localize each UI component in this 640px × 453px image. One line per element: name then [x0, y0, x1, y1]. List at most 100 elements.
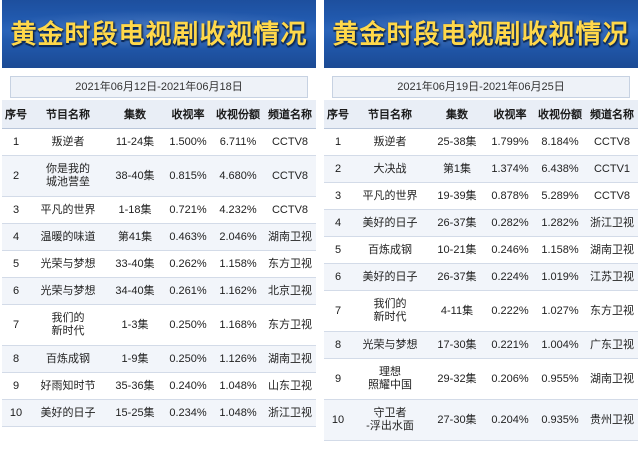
cell-name: 你是我的 城池营垒 — [30, 155, 106, 197]
right-date-range: 2021年06月19日-2021年06月25日 — [332, 76, 630, 98]
cell-share: 4.680% — [212, 155, 264, 197]
cell-rating: 0.204% — [486, 399, 534, 441]
cell-name: 叛逆者 — [352, 128, 428, 156]
left-title: 黄金时段电视剧收视情况 — [10, 20, 308, 50]
cell-name: 叛逆者 — [30, 128, 106, 156]
table-row: 10 守卫者 -浮出水面 27-30集 0.204% 0.935% 贵州卫视 — [324, 399, 638, 441]
cell-share: 0.935% — [534, 399, 586, 441]
cell-rank: 10 — [2, 399, 30, 427]
cell-channel: CCTV8 — [264, 128, 316, 156]
col-header-share: 收视份额 — [534, 100, 586, 129]
cell-rank: 9 — [2, 372, 30, 400]
col-header-share: 收视份额 — [212, 100, 264, 129]
right-panel: 黄金时段电视剧收视情况 2021年06月19日-2021年06月25日 序号 节… — [324, 0, 638, 453]
col-header-episodes: 集数 — [106, 100, 164, 129]
col-header-name: 节目名称 — [30, 100, 106, 129]
cell-rating: 1.374% — [486, 155, 534, 183]
cell-episodes: 26-37集 — [428, 209, 486, 237]
cell-channel: CCTV8 — [586, 182, 638, 210]
cell-channel: 东方卫视 — [264, 304, 316, 346]
col-header-channel: 频道名称 — [586, 100, 638, 129]
cell-share: 1.027% — [534, 290, 586, 332]
cell-episodes: 33-40集 — [106, 250, 164, 278]
cell-rank: 8 — [2, 345, 30, 373]
cell-episodes: 34-40集 — [106, 277, 164, 305]
cell-rating: 0.234% — [164, 399, 212, 427]
cell-name: 光荣与梦想 — [30, 250, 106, 278]
table-row: 5 光荣与梦想 33-40集 0.262% 1.158% 东方卫视 — [2, 250, 316, 278]
cell-rating: 0.224% — [486, 263, 534, 291]
cell-name: 我们的 新时代 — [352, 290, 428, 332]
cell-episodes: 15-25集 — [106, 399, 164, 427]
cell-name: 好雨知时节 — [30, 372, 106, 400]
col-header-channel: 频道名称 — [264, 100, 316, 129]
cell-name: 光荣与梦想 — [352, 331, 428, 359]
table-row: 3 平凡的世界 1-18集 0.721% 4.232% CCTV8 — [2, 196, 316, 224]
cell-channel: 江苏卫视 — [586, 263, 638, 291]
cell-rating: 0.815% — [164, 155, 212, 197]
cell-rating: 0.221% — [486, 331, 534, 359]
cell-channel: 东方卫视 — [264, 250, 316, 278]
cell-rating: 0.878% — [486, 182, 534, 210]
cell-episodes: 26-37集 — [428, 263, 486, 291]
cell-rating: 0.206% — [486, 358, 534, 400]
table-row: 8 百炼成钢 1-9集 0.250% 1.126% 湖南卫视 — [2, 345, 316, 373]
cell-rank: 2 — [324, 155, 352, 183]
cell-channel: 浙江卫视 — [586, 209, 638, 237]
cell-channel: CCTV8 — [264, 155, 316, 197]
cell-episodes: 1-18集 — [106, 196, 164, 224]
cell-rank: 8 — [324, 331, 352, 359]
cell-channel: 湖南卫视 — [264, 223, 316, 251]
cell-channel: 贵州卫视 — [586, 399, 638, 441]
cell-share: 1.048% — [212, 372, 264, 400]
cell-rank: 4 — [324, 209, 352, 237]
cell-share: 1.158% — [212, 250, 264, 278]
col-header-rank: 序号 — [2, 100, 30, 129]
table-row: 7 我们的 新时代 1-3集 0.250% 1.168% 东方卫视 — [2, 304, 316, 346]
cell-share: 1.048% — [212, 399, 264, 427]
cell-rank: 7 — [2, 304, 30, 346]
cell-share: 1.004% — [534, 331, 586, 359]
cell-rank: 10 — [324, 399, 352, 441]
cell-episodes: 1-9集 — [106, 345, 164, 373]
cell-channel: 北京卫视 — [264, 277, 316, 305]
cell-share: 8.184% — [534, 128, 586, 156]
cell-channel: 湖南卫视 — [586, 358, 638, 400]
cell-name: 平凡的世界 — [352, 182, 428, 210]
cell-share: 4.232% — [212, 196, 264, 224]
cell-name: 温暖的味道 — [30, 223, 106, 251]
col-header-rank: 序号 — [324, 100, 352, 129]
table-row: 8 光荣与梦想 17-30集 0.221% 1.004% 广东卫视 — [324, 331, 638, 359]
cell-rank: 7 — [324, 290, 352, 332]
cell-channel: 湖南卫视 — [264, 345, 316, 373]
cell-rating: 0.463% — [164, 223, 212, 251]
cell-name: 光荣与梦想 — [30, 277, 106, 305]
cell-channel: CCTV8 — [264, 196, 316, 224]
cell-episodes: 27-30集 — [428, 399, 486, 441]
cell-episodes: 第1集 — [428, 155, 486, 183]
cell-rating: 0.250% — [164, 345, 212, 373]
cell-rating: 0.222% — [486, 290, 534, 332]
cell-channel: 浙江卫视 — [264, 399, 316, 427]
cell-channel: 湖南卫视 — [586, 236, 638, 264]
cell-episodes: 25-38集 — [428, 128, 486, 156]
cell-rating: 0.261% — [164, 277, 212, 305]
cell-name: 平凡的世界 — [30, 196, 106, 224]
cell-rank: 4 — [2, 223, 30, 251]
cell-share: 0.955% — [534, 358, 586, 400]
cell-episodes: 11-24集 — [106, 128, 164, 156]
cell-name: 大决战 — [352, 155, 428, 183]
cell-channel: CCTV1 — [586, 155, 638, 183]
table-row: 2 大决战 第1集 1.374% 6.438% CCTV1 — [324, 155, 638, 183]
cell-rank: 2 — [2, 155, 30, 197]
cell-share: 1.158% — [534, 236, 586, 264]
table-row: 4 温暖的味道 第41集 0.463% 2.046% 湖南卫视 — [2, 223, 316, 251]
cell-name: 守卫者 -浮出水面 — [352, 399, 428, 441]
cell-episodes: 29-32集 — [428, 358, 486, 400]
cell-episodes: 19-39集 — [428, 182, 486, 210]
right-header-row: 序号 节目名称 集数 收视率 收视份额 频道名称 — [324, 100, 638, 129]
cell-rank: 1 — [2, 128, 30, 156]
cell-share: 1.162% — [212, 277, 264, 305]
left-header-row: 序号 节目名称 集数 收视率 收视份额 频道名称 — [2, 100, 316, 129]
cell-rating: 1.500% — [164, 128, 212, 156]
